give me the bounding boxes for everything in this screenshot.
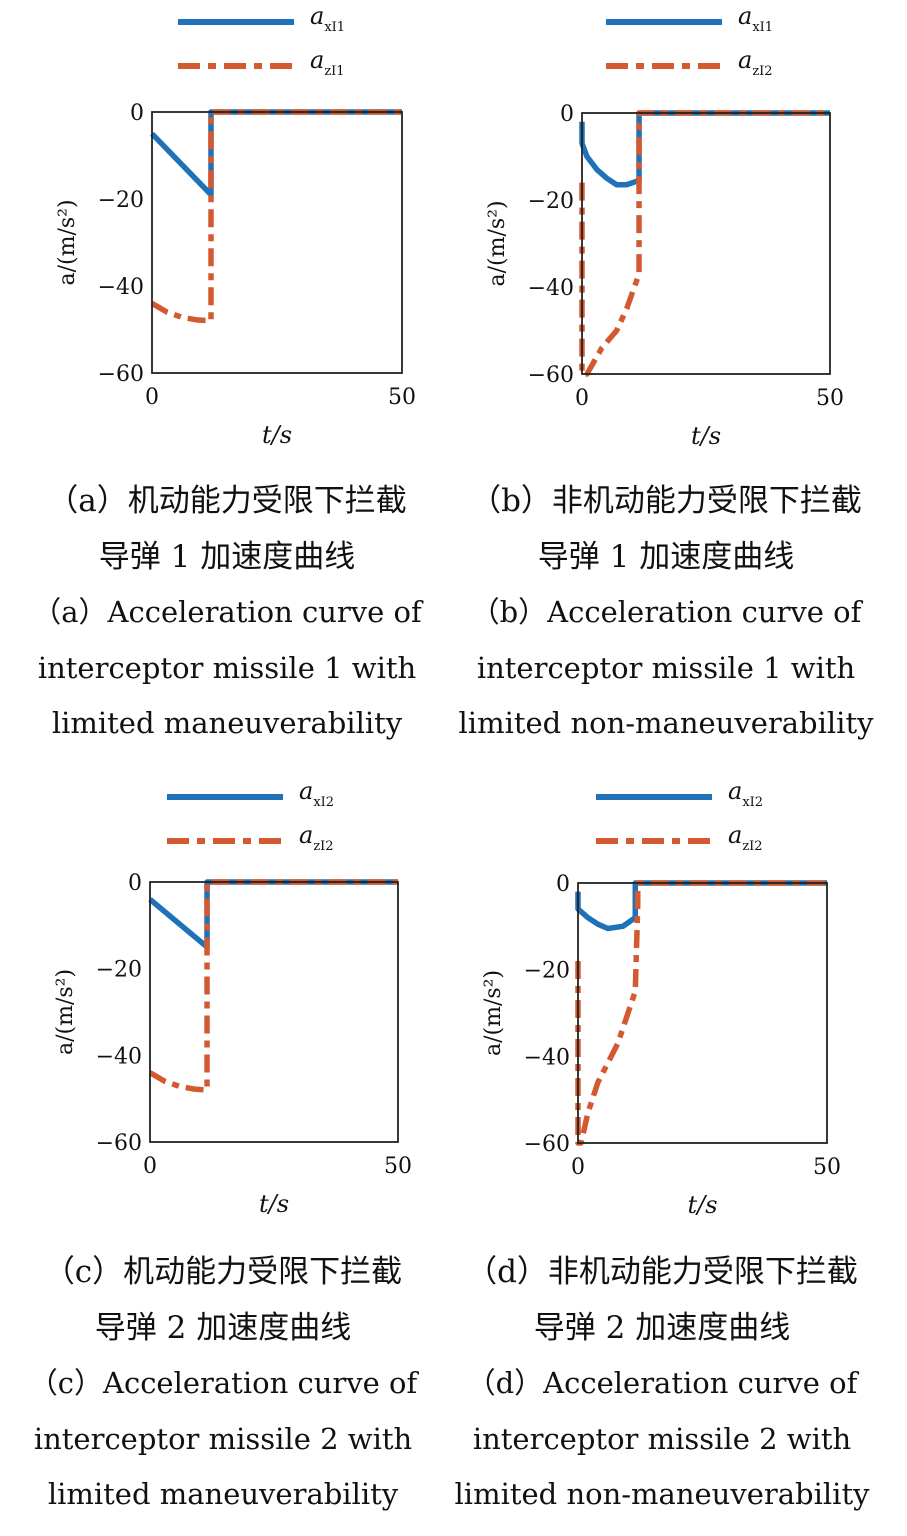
y-tick-label: −20 bbox=[96, 958, 142, 983]
axes-frame bbox=[581, 112, 831, 375]
x-tick-label: 50 bbox=[813, 1155, 841, 1180]
y-tick-label: −20 bbox=[98, 188, 144, 213]
caption-c-en-3: limited maneuverability bbox=[47, 1477, 399, 1511]
series-line-a_xI2 bbox=[148, 879, 398, 950]
legend-label-a_xI1: axI1 bbox=[310, 2, 345, 35]
x-axis-label: t/s bbox=[691, 422, 721, 450]
legend-label-a_zI2: azI2 bbox=[728, 821, 763, 854]
y-tick-label: −40 bbox=[524, 1045, 570, 1070]
caption-d-cn-1: （d）非机动能力受限下拦截 bbox=[466, 1254, 858, 1290]
legend-label-a_zI1: azI1 bbox=[310, 46, 345, 79]
caption-c-cn-2: 导弹 2 加速度曲线 bbox=[94, 1309, 352, 1346]
series-line-a_xI1 bbox=[579, 110, 830, 188]
y-tick-label: −40 bbox=[96, 1044, 142, 1069]
axes-frame bbox=[577, 882, 828, 1144]
caption-b-cn-1: （b）非机动能力受限下拦截 bbox=[470, 483, 862, 519]
y-tick-label: −20 bbox=[528, 189, 574, 214]
x-tick-label: 0 bbox=[145, 385, 159, 410]
series-line-a_zI2 bbox=[579, 110, 830, 377]
x-tick-label: 0 bbox=[571, 1155, 585, 1180]
caption-b-cn-2: 导弹 1 加速度曲线 bbox=[537, 538, 795, 575]
y-tick-label: −20 bbox=[524, 959, 570, 984]
x-tick-label: 50 bbox=[388, 385, 416, 410]
series-line-a_zI1 bbox=[150, 109, 402, 324]
caption-c: （c）机动能力受限下拦截 导弹 2 加速度曲线 （c）Acceleration … bbox=[3, 1245, 443, 1523]
caption-d-en-1: （d）Acceleration curve of bbox=[466, 1366, 858, 1400]
y-tick-label: −60 bbox=[528, 363, 574, 388]
caption-a-cn-1: （a）机动能力受限下拦截 bbox=[47, 483, 407, 519]
y-tick-label: 0 bbox=[556, 872, 570, 897]
series-line-a_xI1 bbox=[150, 109, 402, 198]
y-axis-label: a/(m/s²) bbox=[55, 199, 80, 285]
caption-a-en-3: limited maneuverability bbox=[51, 706, 403, 740]
legend-label-a_zI2: azI2 bbox=[299, 821, 334, 854]
x-axis-label: t/s bbox=[262, 421, 292, 449]
x-tick-label: 50 bbox=[384, 1154, 412, 1179]
x-tick-label: 0 bbox=[143, 1154, 157, 1179]
x-axis-label: t/s bbox=[259, 1190, 289, 1218]
y-tick-label: −40 bbox=[528, 276, 574, 301]
y-tick-label: −40 bbox=[98, 275, 144, 300]
axes-frame bbox=[151, 111, 403, 374]
caption-a-en-1: （a）Acceleration curve of bbox=[32, 595, 422, 629]
y-tick-label: 0 bbox=[128, 871, 142, 896]
y-tick-label: 0 bbox=[560, 102, 574, 127]
legend-label-a_zI2: azI2 bbox=[738, 46, 773, 79]
caption-b: （b）非机动能力受限下拦截 导弹 1 加速度曲线 （b）Acceleration… bbox=[446, 474, 886, 752]
caption-d: （d）非机动能力受限下拦截 导弹 2 加速度曲线 （d）Acceleration… bbox=[442, 1245, 882, 1523]
series-line-a_zI2 bbox=[148, 879, 398, 1093]
y-axis-label: a/(m/s²) bbox=[481, 970, 506, 1056]
y-axis-label: a/(m/s²) bbox=[53, 969, 78, 1055]
caption-a-en-2: interceptor missile 1 with bbox=[37, 650, 417, 685]
series-line-a_zI2 bbox=[575, 880, 827, 1146]
y-axis-label: a/(m/s²) bbox=[485, 200, 510, 286]
y-tick-label: −60 bbox=[98, 362, 144, 387]
caption-c-en-1: （c）Acceleration curve of bbox=[28, 1366, 418, 1400]
y-tick-label: −60 bbox=[524, 1132, 570, 1157]
legend-label-a_xI2: axI2 bbox=[728, 777, 763, 810]
legend-label-a_xI2: axI2 bbox=[299, 777, 334, 810]
x-axis-label: t/s bbox=[687, 1191, 717, 1219]
x-tick-label: 0 bbox=[575, 386, 589, 411]
series-line-a_xI2 bbox=[575, 880, 827, 932]
caption-b-en-1: （b）Acceleration curve of bbox=[470, 595, 862, 629]
caption-a: （a）机动能力受限下拦截 导弹 1 加速度曲线 （a）Acceleration … bbox=[7, 474, 447, 752]
y-tick-label: 0 bbox=[130, 101, 144, 126]
y-tick-label: −60 bbox=[96, 1131, 142, 1156]
legend-label-a_xI1: axI1 bbox=[738, 2, 773, 35]
caption-c-en-2: interceptor missile 2 with bbox=[33, 1421, 413, 1456]
caption-b-en-3: limited non-maneuverability bbox=[458, 706, 874, 740]
caption-d-en-2: interceptor missile 2 with bbox=[472, 1421, 852, 1456]
caption-d-cn-2: 导弹 2 加速度曲线 bbox=[533, 1309, 791, 1346]
caption-b-en-2: interceptor missile 1 with bbox=[476, 650, 856, 685]
axes-frame bbox=[149, 881, 399, 1143]
caption-d-en-3: limited non-maneuverability bbox=[454, 1477, 870, 1511]
caption-a-cn-2: 导弹 1 加速度曲线 bbox=[98, 538, 356, 575]
caption-c-cn-1: （c）机动能力受限下拦截 bbox=[43, 1254, 403, 1290]
x-tick-label: 50 bbox=[816, 386, 844, 411]
